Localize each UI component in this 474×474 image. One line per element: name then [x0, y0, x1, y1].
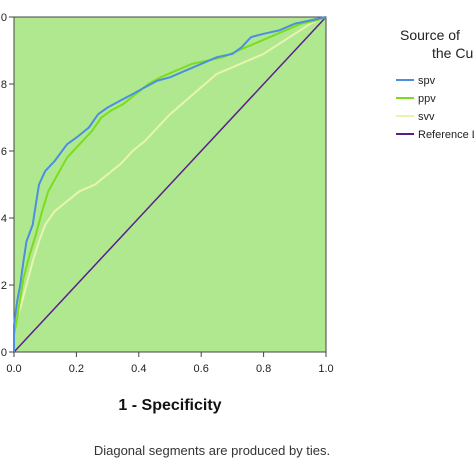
x-tick-label: 0.2: [69, 363, 84, 375]
y-tick-label: 1.0: [0, 12, 7, 24]
legend-title-line2: the Curve: [432, 45, 474, 61]
x-axis-title: 1 - Specificity: [118, 397, 221, 414]
series-line-svv: [13, 16, 327, 326]
y-tick-label: .8: [0, 79, 7, 91]
y-tick-label: .6: [0, 146, 7, 158]
legend-label: spv: [418, 75, 436, 87]
legend-label: svv: [418, 111, 435, 123]
series-line-spv: [13, 16, 327, 352]
series-line-reference-line: [13, 16, 327, 353]
x-tick-label: 0.4: [131, 363, 146, 375]
series-lines: [13, 16, 327, 353]
footnote: Diagonal segments are produced by ties.: [94, 443, 330, 458]
x-tick-label: 0.6: [194, 363, 209, 375]
x-tick-label: 0.8: [256, 363, 271, 375]
legend: Source of the Curve spv ppv svv Reference Lin…: [396, 27, 474, 141]
tick-labels: 0.00.20.40.60.81.00.2.4.6.81.0: [0, 12, 334, 375]
legend-label: Reference Line: [418, 129, 474, 141]
x-tick-label: 1.0: [318, 363, 333, 375]
y-tick-label: .2: [0, 280, 7, 292]
x-tick-label: 0.0: [6, 363, 21, 375]
series-line-ppv: [13, 16, 327, 352]
legend-title: Source of: [400, 27, 460, 43]
legend-label: ppv: [418, 93, 436, 105]
y-tick-label: 0: [1, 347, 7, 359]
y-tick-label: .4: [0, 213, 7, 225]
